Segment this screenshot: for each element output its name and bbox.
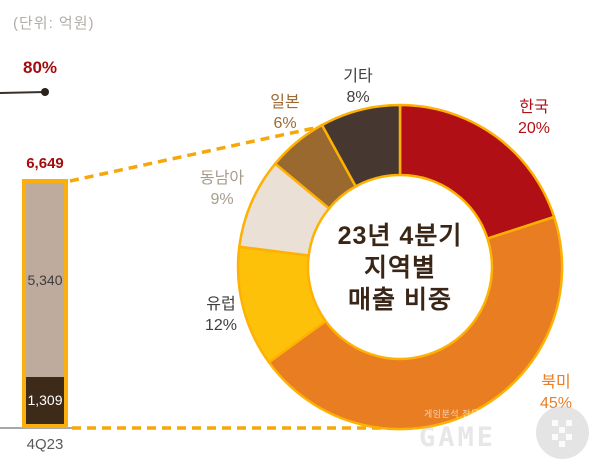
donut-center-title: 23년 4분기 지역별 매출 비중 — [300, 220, 500, 316]
slice-label-korea: 한국 20% — [499, 97, 569, 139]
slice-pct: 6% — [273, 115, 297, 132]
slice-label-japan: 일본 6% — [250, 92, 320, 134]
donut-slice-korea — [398, 103, 556, 240]
connector-dashed-top — [69, 125, 320, 183]
bar-segment-value: 1,309 — [27, 392, 63, 409]
slice-label-southeast-asia: 동남아 9% — [187, 168, 257, 210]
bar-segment-0: 5,340 — [26, 183, 64, 377]
gamepad-icon — [551, 419, 572, 447]
title-line-2: 지역별 — [363, 254, 436, 282]
slice-label-north-america: 북미 45% — [521, 372, 591, 414]
slice-name: 기타 — [343, 68, 373, 85]
slice-pct: 12% — [204, 317, 238, 334]
trend-leader-line — [0, 91, 46, 94]
slice-label-europe: 유럽 12% — [186, 294, 256, 336]
slice-pct: 8% — [346, 89, 370, 106]
donut-slice-north-america — [267, 215, 564, 431]
slice-label-etc: 기타 8% — [323, 66, 393, 108]
title-line-3: 매출 비중 — [348, 286, 452, 314]
stacked-bar: 5,340 1,309 — [22, 179, 68, 428]
slice-name: 한국 — [519, 99, 549, 116]
bar-category-label: 4Q23 — [26, 436, 64, 453]
slice-pct: 20% — [517, 120, 551, 137]
bar-segment-value: 5,340 — [27, 271, 63, 288]
unit-label: (단위: 억원) — [13, 15, 95, 32]
donut-ring — [236, 103, 564, 431]
slice-name: 유럽 — [206, 296, 236, 313]
bar-segment-1: 1,309 — [26, 376, 64, 424]
slice-name: 북미 — [541, 374, 571, 391]
watermark-text: 게임분석 전문 미디어 게임와이 — [424, 409, 548, 419]
slice-pct: 45% — [539, 395, 573, 412]
title-line-1: 23년 4분기 — [337, 222, 463, 250]
slice-name: 일본 — [270, 94, 300, 111]
donut-slice-etc — [320, 103, 402, 188]
trend-point-marker — [41, 88, 49, 96]
watermark-logo-text: GAME — [419, 422, 497, 453]
percent-annotation: 80% — [23, 58, 58, 77]
slice-name: 동남아 — [199, 170, 245, 187]
slice-pct: 9% — [210, 191, 234, 208]
bar-total-label: 6,649 — [26, 155, 64, 172]
watermark-logo-icon — [536, 406, 589, 459]
